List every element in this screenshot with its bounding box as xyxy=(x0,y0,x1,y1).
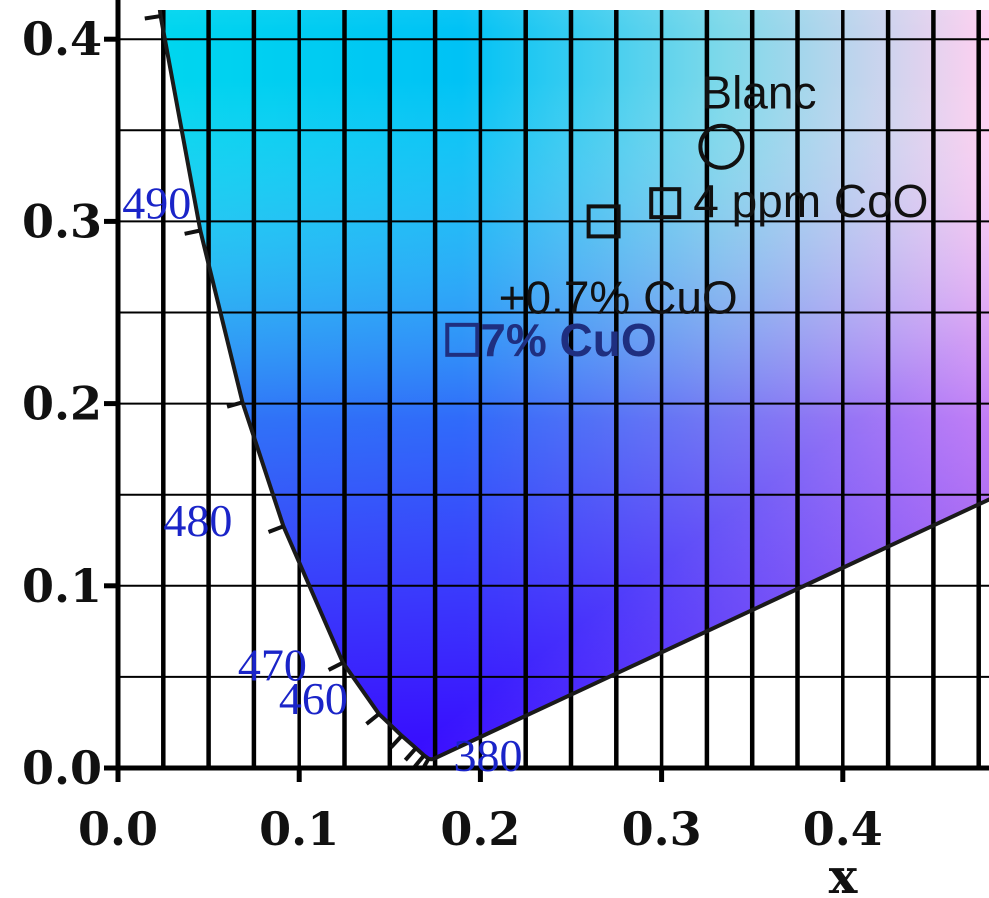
y-tick-label: 0.1 xyxy=(22,559,102,613)
chart-labels: 0.0 0.1 0.2 0.3 0.40.00.10.20.30.4x490480470… xyxy=(22,12,928,898)
marker-square xyxy=(649,187,682,220)
spectral-locus xyxy=(144,10,989,768)
wavelength-tick xyxy=(389,734,404,749)
purple-line xyxy=(432,497,989,761)
wavelength-label-470: 470 xyxy=(238,640,307,691)
wavelength-label-380: 380 xyxy=(453,730,522,781)
wavelength-tick xyxy=(327,660,344,672)
x-tick-label: 0.0 xyxy=(78,802,158,856)
marker-square xyxy=(586,204,621,239)
x-axis-title: x xyxy=(829,849,858,898)
point-label: 7% CuO xyxy=(480,314,656,366)
point-label: Blanc xyxy=(701,67,816,119)
wavelength-tick xyxy=(184,228,201,236)
x-tick-label: 0.4 xyxy=(803,802,883,856)
wavelength-tick xyxy=(365,712,381,726)
x-tick-label: 0.1 xyxy=(259,802,339,856)
wavelength-label-460: 460 xyxy=(279,673,348,724)
marker-square xyxy=(445,322,480,357)
wavelength-tick xyxy=(403,746,418,762)
y-tick-label: 0.4 xyxy=(22,12,102,66)
wavelength-label-480: 480 xyxy=(163,495,232,546)
color-gamut xyxy=(159,10,989,760)
data-markers xyxy=(445,123,745,357)
point-label: 4 ppm CoO xyxy=(693,175,928,227)
wavelength-tick xyxy=(267,524,285,534)
gamut-orange-shade xyxy=(159,10,989,760)
wavelength-tick xyxy=(226,400,244,409)
y-tick-label: 0.2 xyxy=(22,377,102,431)
wavelength-tick xyxy=(144,14,161,21)
x-tick-label: 0.2 xyxy=(440,802,520,856)
axes xyxy=(104,0,989,782)
marker-circle xyxy=(698,123,745,170)
x-tick-label: 0.3 xyxy=(622,802,702,856)
spectral-locus-curve xyxy=(157,10,435,762)
wavelength-label-490: 490 xyxy=(122,178,191,229)
y-tick-label: 0.3 xyxy=(22,194,102,248)
plot-area xyxy=(118,10,989,768)
grid xyxy=(118,10,989,768)
y-tick-label: 0.0 xyxy=(22,741,102,795)
point-label: +0.7% CuO xyxy=(499,271,738,323)
